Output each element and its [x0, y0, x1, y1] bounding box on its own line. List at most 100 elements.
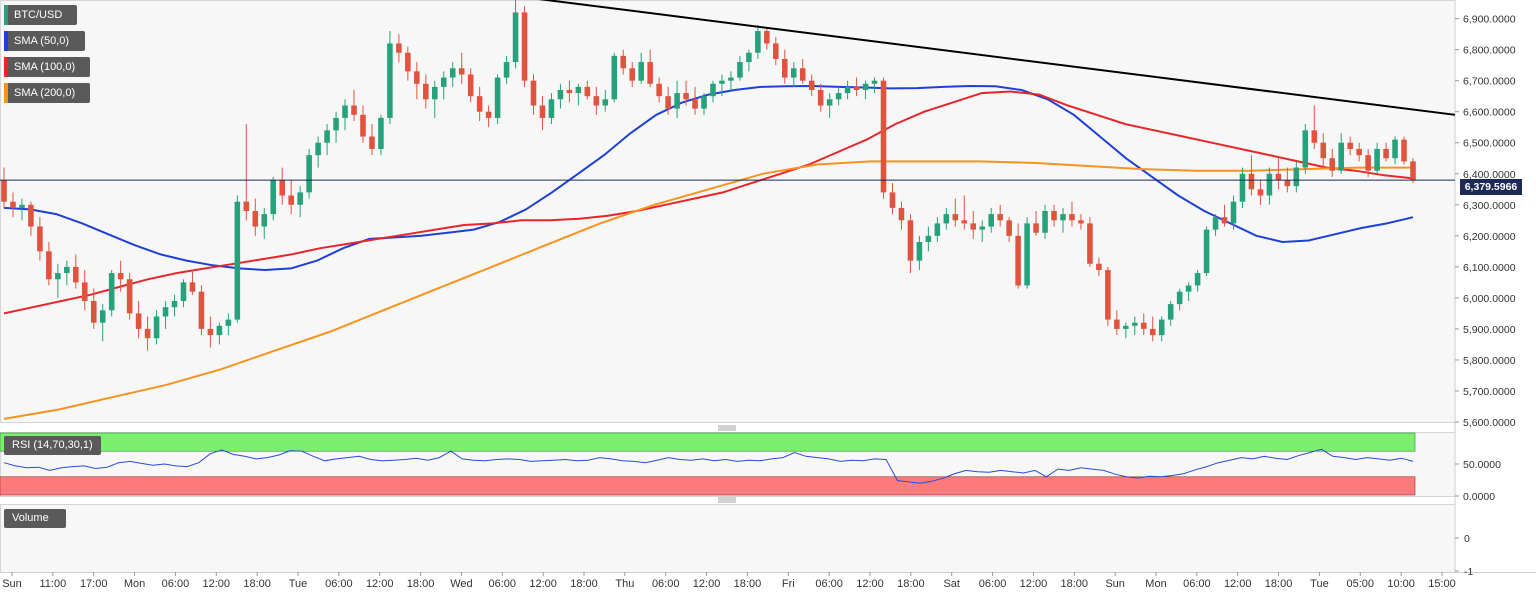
candle-body [961, 220, 968, 224]
candle-body [1194, 273, 1201, 286]
candle-body [396, 43, 402, 53]
candle-body [539, 105, 546, 118]
candle-body [683, 93, 689, 100]
x-tick-label: 06:00 [162, 578, 190, 590]
candle-body [638, 62, 644, 81]
candle-body [844, 86, 851, 94]
trendline[interactable] [522, 0, 1456, 116]
sma200-swatch [4, 83, 8, 103]
candle-body [548, 99, 555, 118]
candle-body [1105, 269, 1111, 320]
candle-body [997, 214, 1003, 221]
oversold-zone [0, 476, 1416, 496]
candle-body [512, 12, 519, 63]
volume-label[interactable]: Volume [4, 509, 66, 528]
candle-body [1383, 148, 1389, 159]
candle-body [521, 12, 528, 81]
candle-body [611, 55, 618, 100]
x-tick-label: Mon [1145, 578, 1166, 590]
y-tick-label: 6,100.0000 [1463, 262, 1516, 274]
symbol-legend[interactable]: BTC/USD [4, 5, 77, 25]
candle-body [880, 80, 887, 193]
y-tick-label: 5,900.0000 [1463, 324, 1516, 336]
price-axis[interactable]: 6,900.0000 6,800.0000 6,700.0000 6,600.0000… [1455, 14, 1516, 578]
y-tick-label: 6,700.0000 [1463, 76, 1516, 88]
candle-body [1024, 223, 1030, 286]
candle-body [153, 316, 160, 339]
rsi-y-tick-label: 50.0000 [1463, 459, 1501, 471]
candle-body [1158, 319, 1165, 336]
candle-body [1006, 220, 1012, 236]
time-axis[interactable]: Sun 11:00 17:00 Mon 06:00 12:00 18:00 Tue 06:00 1… [2, 572, 1456, 590]
candle-body [826, 99, 833, 106]
candle-body [1140, 322, 1147, 329]
symbol-swatch [4, 5, 8, 25]
candle-body [1132, 322, 1138, 326]
x-tick-label: 18:00 [897, 578, 925, 590]
candle-body [64, 266, 70, 274]
x-tick-label: 12:00 [529, 578, 557, 590]
x-tick-label: 18:00 [734, 578, 762, 590]
candle-body [19, 204, 25, 208]
candle-body [674, 93, 680, 109]
y-tick-label: 6,000.0000 [1463, 293, 1516, 305]
candle-body [817, 89, 824, 106]
y-tick-label: 6,200.0000 [1463, 231, 1516, 243]
sma200-legend[interactable]: SMA (200,0) [4, 83, 90, 103]
panel-resize-handles[interactable] [718, 425, 736, 503]
rsi-label[interactable]: RSI (14,70,30,1) [4, 436, 101, 455]
candle-body [1311, 130, 1318, 143]
candle-body [1230, 201, 1237, 224]
sma100-label: SMA (100,0) [14, 61, 76, 73]
candle-body [288, 195, 294, 205]
candle-body [1284, 179, 1291, 187]
candle-body [1293, 167, 1300, 187]
candle-body [467, 74, 474, 97]
candle-body [1239, 173, 1246, 202]
candle-body [405, 52, 411, 72]
x-tick-label: 12:00 [1224, 578, 1252, 590]
x-tick-label: 12:00 [203, 578, 231, 590]
candle-body [970, 223, 977, 230]
candle-body [701, 96, 707, 109]
candle-body [1257, 189, 1264, 196]
candle-body [925, 235, 932, 243]
candle-body [1149, 328, 1156, 336]
candle-body [1338, 142, 1344, 171]
candle-body [431, 86, 438, 100]
candle-body [333, 117, 339, 131]
y-tick-label: 6,600.0000 [1463, 107, 1516, 119]
overbought-zone [0, 432, 1416, 452]
candle-body [360, 114, 366, 137]
candle-body [28, 204, 34, 227]
candle-body [1248, 173, 1255, 190]
sma50-label: SMA (50,0) [14, 35, 70, 47]
candle-body [1302, 130, 1309, 168]
sma50-legend[interactable]: SMA (50,0) [4, 31, 85, 51]
candle-body [853, 86, 860, 90]
candle-body [1410, 161, 1416, 180]
candle-body [1356, 148, 1362, 156]
candle-body [414, 71, 420, 84]
candle-body [476, 96, 483, 112]
candle-body [656, 83, 662, 97]
candle-body [835, 93, 842, 100]
sma100-legend[interactable]: SMA (100,0) [4, 57, 90, 77]
candle-body [692, 99, 698, 109]
candle-body [1087, 223, 1093, 264]
candle-body [907, 220, 914, 261]
x-tick-label: 15:00 [1428, 578, 1456, 590]
candle-body [1033, 223, 1039, 233]
y-tick-label: 6,300.0000 [1463, 200, 1516, 212]
y-tick-label: 6,800.0000 [1463, 45, 1516, 57]
sma50-swatch [4, 31, 8, 51]
candle-body [710, 83, 716, 97]
x-tick-label: 05:00 [1347, 578, 1375, 590]
candle-body [584, 86, 591, 97]
x-tick-label: Mon [124, 578, 145, 590]
candle-body [746, 52, 752, 63]
candle-body [737, 62, 743, 78]
candle-body [306, 155, 312, 193]
volume-y-tick-label: -1 [1464, 566, 1473, 578]
